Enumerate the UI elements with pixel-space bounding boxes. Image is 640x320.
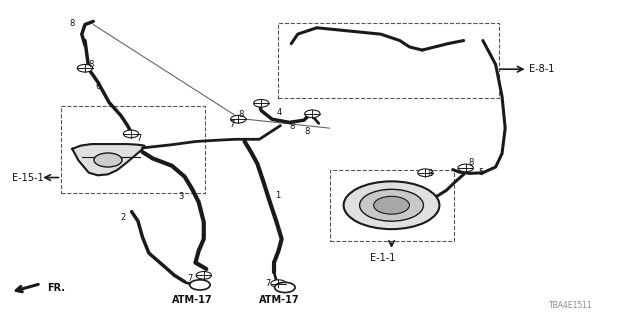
Circle shape — [189, 280, 210, 290]
Circle shape — [360, 189, 424, 221]
Text: 8: 8 — [89, 60, 94, 69]
Text: TBA4E1511: TBA4E1511 — [548, 301, 593, 310]
Circle shape — [230, 116, 246, 123]
Text: 7: 7 — [187, 274, 193, 283]
Polygon shape — [72, 144, 145, 175]
Circle shape — [124, 130, 139, 138]
Circle shape — [458, 164, 473, 172]
Text: 8: 8 — [289, 122, 295, 131]
Circle shape — [77, 64, 93, 72]
Circle shape — [94, 153, 122, 167]
Text: E-8-1: E-8-1 — [529, 64, 555, 74]
Bar — [330, 170, 454, 241]
Text: 8: 8 — [238, 110, 244, 119]
Text: 1: 1 — [275, 191, 280, 200]
Text: 8: 8 — [70, 19, 75, 28]
Circle shape — [374, 196, 410, 214]
Text: 8: 8 — [468, 158, 474, 167]
Circle shape — [305, 110, 320, 118]
Text: 7: 7 — [136, 134, 141, 143]
Text: 2: 2 — [121, 213, 126, 222]
Text: 6: 6 — [95, 82, 100, 91]
Text: 7: 7 — [229, 120, 235, 129]
Text: E-1-1: E-1-1 — [370, 253, 395, 263]
Text: 7: 7 — [266, 279, 271, 288]
Circle shape — [418, 169, 433, 177]
Text: ATM-17: ATM-17 — [259, 295, 300, 305]
Circle shape — [344, 181, 440, 229]
Text: 5: 5 — [478, 168, 484, 177]
Text: FR.: FR. — [47, 283, 65, 293]
Circle shape — [271, 280, 286, 287]
Text: 8: 8 — [428, 169, 433, 178]
Circle shape — [275, 282, 295, 292]
Text: ATM-17: ATM-17 — [172, 295, 212, 305]
Bar — [278, 23, 499, 98]
Circle shape — [253, 100, 269, 107]
Circle shape — [196, 271, 211, 279]
Text: 8: 8 — [304, 127, 309, 136]
Text: 4: 4 — [276, 108, 282, 117]
Bar — [61, 106, 205, 194]
Text: E-15-1: E-15-1 — [12, 172, 44, 182]
Text: 3: 3 — [178, 192, 184, 201]
